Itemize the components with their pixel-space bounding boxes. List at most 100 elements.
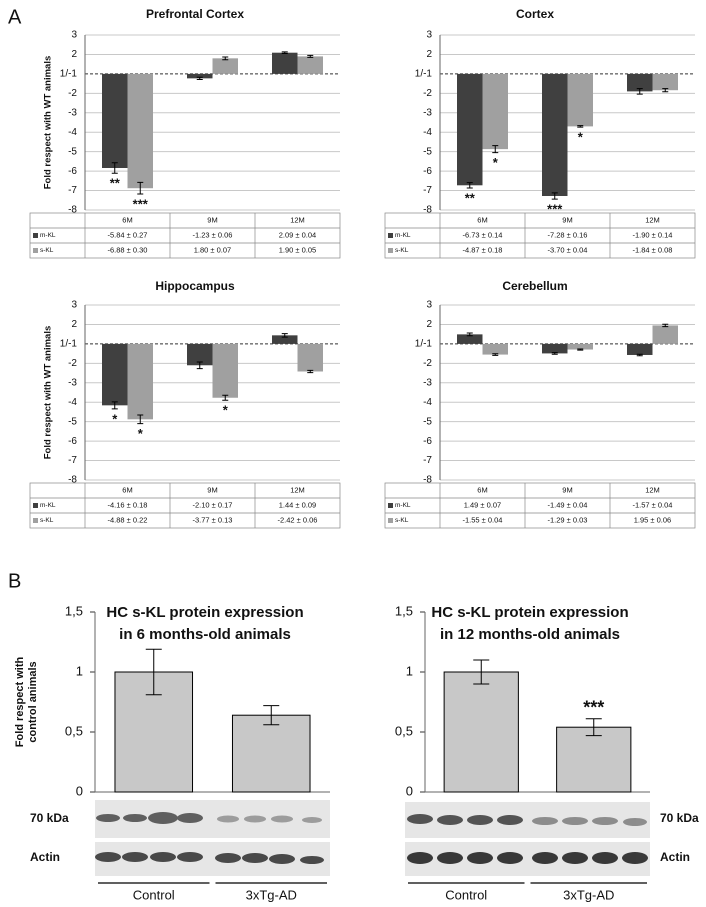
- bar: [567, 343, 593, 350]
- x-tick-label: 3xTg-AD: [246, 887, 297, 902]
- error-bar: [137, 414, 144, 425]
- y-tick-label: 2: [426, 49, 432, 60]
- y-tick-label: -7: [68, 185, 77, 196]
- error-bar: [222, 56, 229, 61]
- error-bar: [196, 361, 203, 370]
- x-tick-label: Control: [445, 887, 487, 902]
- y-tick-label: -6: [68, 166, 77, 177]
- y-tick-label: 3: [426, 30, 432, 41]
- legend-swatch: [33, 503, 38, 508]
- chart-title: in 12 months-old animals: [440, 626, 620, 643]
- y-tick-label: -4: [423, 127, 432, 138]
- chart-title: Cortex: [516, 7, 554, 21]
- bar: [297, 343, 323, 372]
- bar: [482, 343, 508, 355]
- legend-label: s-KL: [395, 517, 409, 524]
- table-header: 12M: [290, 485, 305, 494]
- bar: [212, 343, 238, 398]
- y-tick-label: 1,5: [65, 603, 83, 618]
- chart-title: Cerebellum: [502, 279, 567, 293]
- table-header: 9M: [562, 485, 572, 494]
- y-tick-label: -5: [423, 146, 432, 157]
- table-header: 12M: [645, 215, 660, 224]
- legend-label: m-KL: [395, 502, 411, 509]
- y-tick-label: -4: [68, 397, 77, 408]
- table-header: 6M: [477, 215, 487, 224]
- y-tick-label: -6: [68, 436, 77, 447]
- table-cell: -2.42 ± 0.06: [278, 515, 318, 524]
- y-tick-label: -7: [423, 185, 432, 196]
- bar: [457, 73, 483, 186]
- y-tick-label: 3: [71, 30, 77, 41]
- error-bar: [551, 192, 558, 200]
- error-bar: [466, 332, 473, 337]
- significance: *: [578, 130, 584, 145]
- chart-title: HC s-KL protein expression: [431, 604, 628, 621]
- table-cell: -1.57 ± 0.04: [633, 500, 673, 509]
- error-bar: [263, 705, 280, 726]
- y-axis-label: Fold respect with WT animals: [43, 326, 54, 460]
- legend-swatch: [388, 503, 393, 508]
- blot-label: Actin: [660, 850, 690, 864]
- legend-label: s-KL: [40, 247, 54, 254]
- y-axis-label: control animals: [27, 661, 39, 742]
- error-bar: [662, 88, 669, 93]
- legend-label: m-KL: [40, 232, 56, 239]
- bar: [542, 73, 568, 196]
- table-cell: -1.84 ± 0.08: [633, 245, 673, 254]
- bar: [556, 726, 632, 793]
- bar: [187, 73, 213, 79]
- table-frame: [29, 482, 341, 529]
- chart-title: in 6 months-old animals: [119, 626, 291, 643]
- significance: *: [223, 403, 229, 418]
- table-cell: -4.88 ± 0.22: [108, 515, 148, 524]
- y-tick-label: -5: [68, 146, 77, 157]
- legend-swatch: [33, 518, 38, 523]
- significance: **: [110, 176, 121, 191]
- error-bar: [492, 353, 499, 356]
- y-tick-label: -5: [68, 416, 77, 427]
- y-axis-label: Fold respect with WT animals: [43, 56, 54, 190]
- legend-label: m-KL: [40, 502, 56, 509]
- table-cell: 1.49 ± 0.07: [464, 500, 501, 509]
- bar: [212, 58, 238, 74]
- bar: [102, 343, 128, 406]
- error-bar: [492, 145, 499, 154]
- y-tick-label: 1: [76, 663, 83, 678]
- table-cell: -7.28 ± 0.16: [548, 230, 588, 239]
- table-header: 9M: [207, 485, 217, 494]
- error-bar: [222, 394, 229, 401]
- significance: *: [112, 411, 118, 426]
- y-tick-label: 1/-1: [60, 339, 78, 350]
- y-tick-label: -3: [423, 107, 432, 118]
- table-frame: [384, 482, 696, 529]
- y-tick-label: -2: [423, 358, 432, 369]
- legend-swatch: [388, 248, 393, 253]
- bar: [231, 714, 311, 793]
- table-cell: -1.23 ± 0.06: [193, 230, 233, 239]
- table-cell: -1.90 ± 0.14: [633, 230, 673, 239]
- y-tick-label: 1/-1: [60, 69, 78, 80]
- legend-label: m-KL: [395, 232, 411, 239]
- significance: ***: [547, 202, 563, 217]
- error-bar: [662, 323, 669, 328]
- table-header: 6M: [122, 485, 132, 494]
- bar: [272, 52, 298, 74]
- error-bar: [307, 54, 314, 58]
- y-tick-label: 1/-1: [415, 69, 433, 80]
- x-tick-label: Control: [133, 887, 175, 902]
- error-bar: [145, 648, 162, 696]
- table-frame: [29, 212, 341, 259]
- y-tick-label: -2: [68, 88, 77, 99]
- legend-swatch: [33, 248, 38, 253]
- table-header: 9M: [562, 215, 572, 224]
- y-tick-label: -8: [68, 205, 77, 216]
- table-cell: -1.29 ± 0.03: [548, 515, 588, 524]
- y-tick-label: 0,5: [395, 723, 413, 738]
- y-tick-label: 1/-1: [415, 339, 433, 350]
- legend-swatch: [388, 518, 393, 523]
- chart-title: HC s-KL protein expression: [106, 604, 303, 621]
- y-tick-label: -3: [68, 377, 77, 388]
- bar: [652, 73, 678, 91]
- y-axis-label: Fold respect with: [14, 656, 26, 747]
